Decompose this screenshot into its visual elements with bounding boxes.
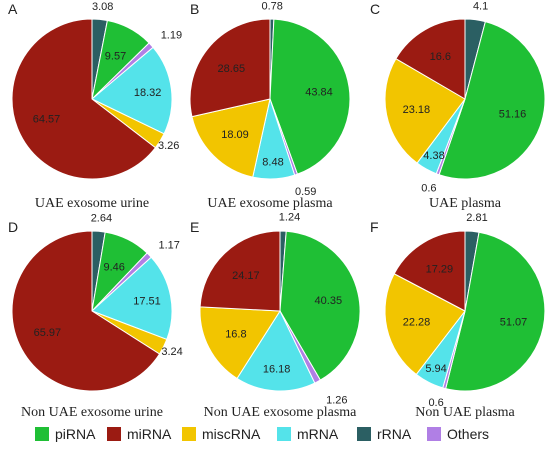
pie-b-label-miscrna: 18.09	[221, 129, 249, 141]
legend-label-pirna: piRNA	[55, 426, 96, 442]
pie-a-label-mrna: 18.32	[134, 87, 162, 99]
pie-e-label-miscrna: 16.8	[225, 329, 246, 341]
pie-e-label-rrna: 1.24	[279, 212, 300, 224]
pie-f-label-rrna: 2.81	[466, 212, 487, 224]
panel-title-e: Non UAE exosome plasma	[204, 405, 358, 420]
pie-a-slice-mirna	[11, 18, 157, 180]
pie-c-label-rrna: 4.1	[473, 0, 488, 12]
pie-c-slice-pirna	[438, 21, 546, 180]
pie-e-label-pirna: 40.35	[315, 295, 343, 307]
pie-c-label-mrna: 4.38	[423, 150, 444, 162]
pie-f-label-mrna: 5.94	[425, 363, 446, 375]
pie-f-label-pirna: 51.07	[500, 316, 528, 328]
pie-f-slice-pirna	[445, 231, 546, 392]
legend-label-mirna: miRNA	[127, 426, 172, 442]
panel-letter-c: C	[370, 1, 380, 17]
legend-swatch-others	[427, 427, 441, 441]
pie-d-label-pirna: 9.46	[103, 262, 124, 274]
pie-a-slice-mrna	[91, 46, 173, 135]
pie-e-label-mrna: 16.18	[263, 364, 291, 376]
panel-title-b: UAE exosome plasma	[207, 196, 333, 211]
pie-b-slice-pirna	[269, 18, 351, 175]
pie-d-label-mrna: 17.51	[133, 296, 161, 308]
pie-d-slice-mirna	[11, 230, 161, 392]
legend-label-mrna: mRNA	[297, 426, 339, 442]
pie-b-label-pirna: 43.84	[305, 87, 333, 99]
pie-b-label-mirna: 28.65	[218, 63, 246, 75]
pie-e-label-mirna: 24.17	[232, 270, 260, 282]
pie-d-label-rrna: 2.64	[91, 213, 112, 225]
pie-a-label-mirna: 64.57	[33, 114, 61, 126]
panel-title-d: Non UAE exosome urine	[21, 405, 163, 420]
pie-c-label-mirna: 16.6	[430, 51, 451, 63]
pie-a-label-rrna: 3.08	[92, 1, 113, 13]
pie-b-label-mrna: 8.48	[262, 156, 283, 168]
pie-f-slice-miscrna	[384, 273, 466, 376]
panel-title-c: UAE plasma	[429, 196, 502, 211]
pie-f-label-mirna: 17.29	[426, 264, 454, 276]
pie-c-label-miscrna: 23.18	[403, 104, 431, 116]
pie-a-label-pirna: 9.57	[105, 50, 126, 62]
pie-f-label-others: 0.6	[428, 397, 443, 409]
panel-letter-f: F	[370, 219, 379, 235]
pie-e-slice-miscrna	[199, 306, 281, 380]
pie-d-label-miscrna: 3.24	[161, 346, 182, 358]
panel-letter-a: A	[8, 1, 18, 17]
legend-label-rrna: rRNA	[377, 426, 412, 442]
pie-b-slice-mirna	[189, 18, 271, 118]
pie-d-label-others: 1.17	[158, 239, 179, 251]
pie-b-label-rrna: 0.78	[261, 0, 282, 12]
legend-label-miscrna: miscRNA	[202, 426, 261, 442]
pie-e-slice-mrna	[236, 309, 316, 392]
pie-c-slice-miscrna	[384, 58, 466, 164]
legend-swatch-mrna	[277, 427, 291, 441]
legend-swatch-miscrna	[182, 427, 196, 441]
pie-e-slice-mirna	[199, 230, 281, 312]
pie-c-slice-mirna	[395, 18, 466, 100]
pie-e-label-others: 1.26	[326, 395, 347, 407]
legend-swatch-pirna	[35, 427, 49, 441]
pie-f-label-miscrna: 22.28	[403, 317, 431, 329]
panel-letter-b: B	[190, 1, 199, 17]
pie-e-slice-pirna	[279, 230, 361, 381]
pie-a-label-miscrna: 3.26	[158, 140, 179, 152]
panel-letter-d: D	[8, 219, 18, 235]
pie-c-label-others: 0.6	[421, 183, 436, 195]
legend-label-others: Others	[447, 426, 489, 442]
legend-swatch-rrna	[357, 427, 371, 441]
panel-title-a: UAE exosome urine	[35, 196, 149, 211]
legend-swatch-mirna	[107, 427, 121, 441]
panel-title-f: Non UAE plasma	[415, 405, 515, 420]
panel-letter-e: E	[190, 219, 199, 235]
pie-a-label-others: 1.19	[161, 30, 182, 42]
pie-b-slice-miscrna	[191, 98, 271, 178]
pie-f-slice-mirna	[393, 230, 466, 312]
pie-d-slice-mrna	[91, 256, 173, 341]
pie-d-label-mirna: 65.97	[34, 327, 62, 339]
pie-b-label-others: 0.59	[295, 186, 316, 198]
pie-c-label-pirna: 51.16	[499, 108, 527, 120]
